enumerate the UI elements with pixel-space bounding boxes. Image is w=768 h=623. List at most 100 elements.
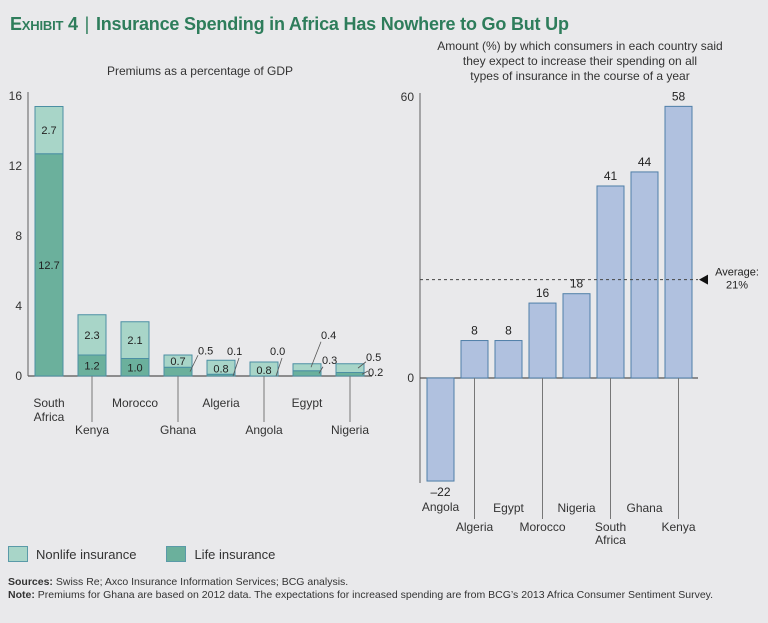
leader-line: [361, 370, 369, 375]
data-label: –22: [430, 485, 450, 499]
bar-nonlife-0: [34, 106, 64, 155]
legend-swatch-life: [166, 546, 187, 562]
bar-south-africa: [596, 185, 625, 379]
bar-nigeria: [562, 293, 591, 379]
left-y-tick-label: 4: [15, 299, 22, 313]
right-y-tick-label: 0: [407, 371, 414, 385]
note-line: Note: Premiums for Ghana are based on 20…: [8, 589, 758, 602]
data-label-nonlife: 2.1: [127, 335, 142, 347]
sources-line: Sources: Swiss Re; Axco Insurance Inform…: [8, 576, 758, 589]
data-label: 44: [638, 155, 652, 169]
data-label: 41: [604, 169, 618, 183]
right-x-tick-label: Nigeria: [557, 501, 595, 515]
data-label-life: 0.2: [368, 367, 383, 379]
leader-line: [310, 341, 322, 368]
right-x-tick-label: Morocco: [519, 520, 565, 534]
bar-angola: [426, 377, 455, 482]
bar-nonlife-7: [335, 363, 365, 373]
left-x-tick-label: Nigeria: [331, 423, 369, 437]
left-y-tick-label: 8: [15, 229, 22, 243]
bar-nonlife-6: [292, 363, 322, 372]
leader-line: [189, 355, 199, 372]
bar-life-7: [335, 372, 365, 377]
footnotes: Sources: Swiss Re; Axco Insurance Inform…: [8, 576, 758, 602]
right-chart-title: Amount (%) by which consumers in each co…: [420, 39, 740, 84]
note-label: Note:: [8, 589, 35, 601]
right-title-line-2: they expect to increase their spending o…: [462, 54, 698, 68]
bar-egypt: [494, 340, 523, 379]
left-y-tick-label: 16: [9, 89, 23, 103]
bar-life-0: [34, 153, 64, 377]
left-x-tick-label: Morocco: [112, 396, 158, 410]
left-x-tick-label: Egypt: [292, 396, 323, 410]
legend: Nonlife insurance Life insurance: [8, 546, 305, 562]
right-y-tick-label: 60: [401, 90, 415, 104]
data-label: 8: [471, 324, 478, 338]
right-x-tick-label: Kenya: [661, 520, 695, 534]
sources-text: Swiss Re; Axco Insurance Information Ser…: [52, 576, 349, 588]
data-label: 16: [536, 286, 550, 300]
left-x-tick-label: Kenya: [75, 423, 109, 437]
leader-line: [357, 361, 367, 369]
legend-label-nonlife: Nonlife insurance: [36, 546, 137, 562]
bar-nonlife-4: [206, 359, 236, 375]
left-y-tick-label: 0: [15, 369, 22, 383]
leader-line: [232, 357, 240, 377]
right-x-tick-label: Algeria: [456, 520, 494, 534]
data-label-nonlife: 2.7: [41, 125, 56, 137]
left-x-tick-label: Angola: [245, 423, 283, 437]
data-label-life: 0.5: [198, 345, 213, 357]
data-label-nonlife: 2.3: [84, 330, 99, 342]
average-label: Average:: [715, 267, 759, 279]
data-label: 8: [505, 324, 512, 338]
data-label: 58: [672, 89, 686, 103]
bar-life-6: [292, 370, 322, 377]
bar-morocco: [528, 302, 557, 379]
bar-kenya: [664, 105, 693, 379]
sources-label: Sources:: [8, 576, 53, 588]
right-x-tick-label: South: [595, 520, 626, 534]
data-label-life: 1.2: [84, 361, 99, 373]
left-chart-title: Premiums as a percentage of GDP: [106, 64, 294, 78]
data-label-nonlife: 0.8: [213, 363, 228, 375]
exhibit-title: Exhibit 4 | Insurance Spending in Africa…: [10, 14, 569, 35]
data-label-nonlife: 0.8: [256, 365, 271, 377]
data-label-life: 0.0: [270, 346, 285, 358]
data-label: 18: [570, 277, 584, 291]
data-label-nonlife: 0.7: [170, 356, 185, 368]
bar-nonlife-3: [163, 354, 193, 368]
title-separator: |: [84, 14, 90, 34]
data-label-life: 12.7: [38, 260, 59, 272]
left-x-tick-label: Algeria: [202, 396, 240, 410]
right-x-tick-label: Egypt: [493, 501, 524, 515]
left-x-tick-label: Ghana: [160, 423, 196, 437]
right-title-line-1: Amount (%) by which consumers in each co…: [437, 39, 723, 53]
legend-item-life: Life insurance: [166, 546, 275, 562]
bar-life-3: [163, 366, 193, 377]
data-label-nonlife: 0.4: [321, 330, 336, 342]
left-y-tick-label: 12: [9, 159, 23, 173]
legend-item-nonlife: Nonlife insurance: [8, 546, 136, 562]
data-label-life: 1.0: [127, 362, 142, 374]
right-x-tick-label: Ghana: [626, 501, 662, 515]
bar-nonlife-2: [120, 321, 150, 359]
note-text: Premiums for Ghana are based on 2012 dat…: [34, 589, 714, 601]
data-label-life: 0.1: [227, 346, 242, 358]
leader-line: [275, 357, 283, 377]
right-x-tick-label: Africa: [595, 533, 626, 547]
average-label: 21%: [726, 280, 748, 292]
legend-label-life: Life insurance: [194, 546, 276, 562]
legend-swatch-nonlife: [8, 546, 28, 562]
leader-line: [318, 366, 324, 374]
bar-nonlife-1: [77, 314, 107, 356]
bar-algeria: [460, 340, 489, 379]
exhibit-number: Exhibit 4: [10, 14, 78, 34]
average-arrow-icon: [699, 274, 708, 285]
left-x-tick-label: South: [33, 396, 64, 410]
data-label-nonlife: 0.5: [366, 352, 381, 364]
right-x-tick-label: Angola: [422, 500, 460, 514]
right-title-line-3: types of insurance in the course of a ye…: [470, 69, 690, 83]
data-label-life: 0.3: [322, 355, 337, 367]
left-x-tick-label: Africa: [34, 410, 65, 424]
